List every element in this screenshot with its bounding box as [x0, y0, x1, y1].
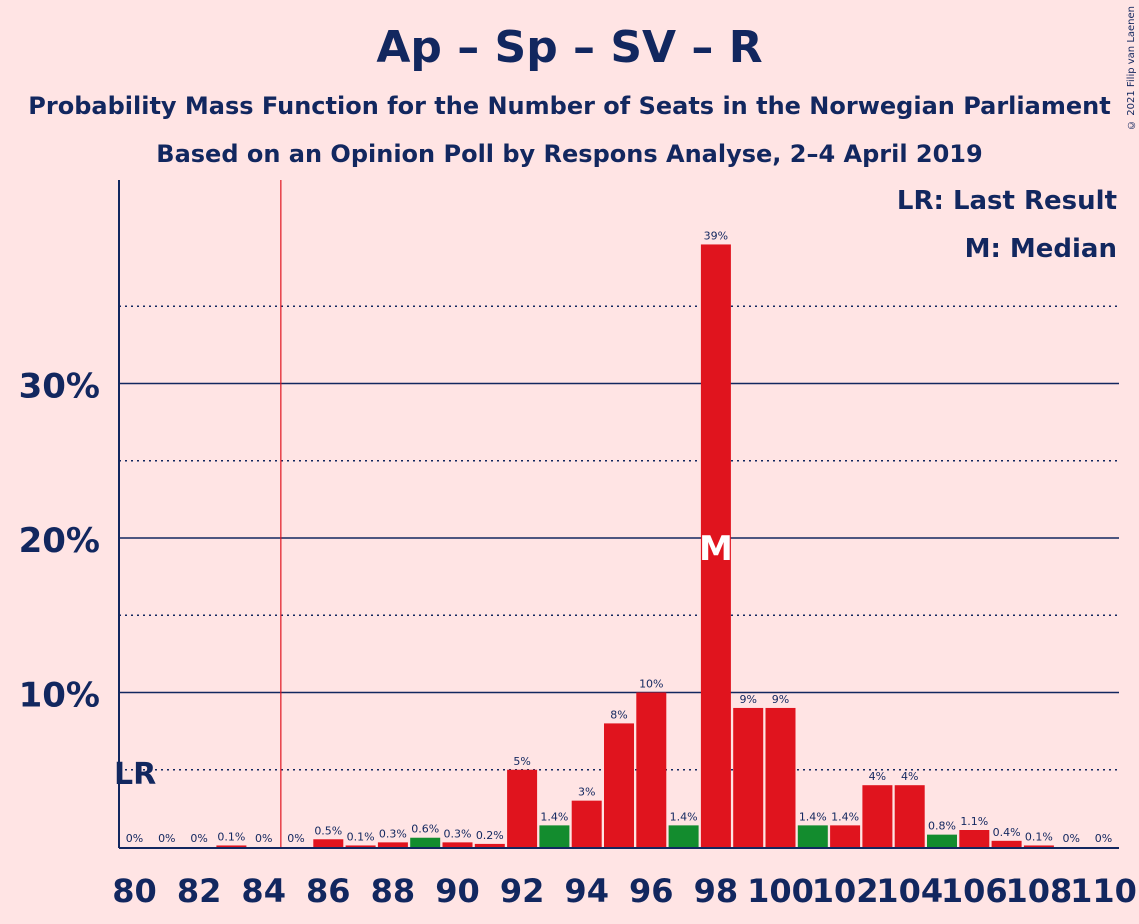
bar-seat-90 — [442, 842, 473, 847]
legend-last-result: LR: Last Result — [896, 186, 1117, 216]
x-tick-label: 82 — [177, 872, 222, 910]
y-tick-label: 10% — [19, 676, 100, 716]
x-tick-label: 108 — [1006, 872, 1073, 910]
bar-seat-94 — [571, 800, 602, 847]
y-tick-label: 20% — [19, 521, 100, 561]
bar-label: 0.2% — [476, 829, 504, 842]
bar-label: 39% — [704, 229, 728, 242]
bar-label: 0% — [126, 832, 143, 845]
bar-seat-108 — [1023, 845, 1054, 847]
bar-label: 8% — [610, 708, 627, 721]
last-result-marker: LR — [114, 757, 156, 792]
bar-seat-102 — [830, 825, 861, 847]
bar-seat-100 — [765, 707, 796, 847]
bar-seat-92 — [507, 769, 538, 847]
x-tick-label: 106 — [941, 872, 1008, 910]
bar-seat-99 — [733, 707, 764, 847]
x-tick-label: 102 — [812, 872, 879, 910]
bar-label: 0.8% — [928, 820, 956, 833]
x-tick-label: 100 — [747, 872, 814, 910]
bar-seat-91 — [474, 843, 505, 847]
x-tick-label: 98 — [694, 872, 739, 910]
bar-seat-83 — [216, 845, 247, 847]
bar-seat-87 — [345, 845, 376, 847]
bar-seat-104 — [894, 785, 925, 847]
bar-label: 0% — [158, 832, 175, 845]
bar-label: 4% — [869, 770, 886, 783]
bar-seat-106 — [959, 830, 990, 847]
x-tick-label: 86 — [306, 872, 351, 910]
bar-label: 4% — [901, 770, 918, 783]
bar-seat-98 — [700, 244, 731, 847]
bar-seat-107 — [991, 840, 1022, 847]
bar-seat-103 — [862, 785, 893, 847]
bar-label: 3% — [578, 786, 595, 799]
bar-seat-105 — [927, 834, 957, 847]
x-tick-label: 88 — [371, 872, 416, 910]
bar-label: 0% — [1095, 832, 1112, 845]
bar-label: 9% — [739, 693, 756, 706]
bar-seat-93 — [539, 825, 570, 847]
bar-label: 0% — [1062, 832, 1079, 845]
bar-label: 1.4% — [670, 810, 698, 823]
bar-label: 0% — [190, 832, 207, 845]
bar-label: 5% — [513, 755, 530, 768]
bar-label: 1.4% — [799, 810, 827, 823]
chart-title: Ap – Sp – SV – R — [376, 22, 763, 73]
x-tick-label: 104 — [876, 872, 943, 910]
y-tick-label: 30% — [19, 367, 100, 407]
bar-seat-89 — [410, 837, 441, 847]
legend-median: M: Median — [964, 234, 1117, 264]
bar-label: 0.3% — [444, 827, 472, 840]
bar-seat-101 — [797, 825, 828, 847]
bar-label: 0.3% — [379, 827, 407, 840]
median-marker: M — [699, 529, 733, 569]
axes: 10%20%30%80 82 84 86 88 90 92 94 96 98 10010210410… — [19, 180, 1137, 910]
x-tick-label: 110 — [1070, 872, 1137, 910]
bar-label: 0.1% — [1025, 830, 1053, 843]
bar-seat-96 — [636, 692, 667, 847]
bar-label: 0.5% — [314, 824, 342, 837]
chart-subtitle: Probability Mass Function for the Number… — [28, 92, 1111, 120]
bar-label: 0.1% — [217, 830, 245, 843]
bar-labels: 0% 0% 0% 0.1% 0% 0% 0.5% 0.1% 0.3% 0.6% 0.3% 0.2% 5%… — [114, 229, 1112, 845]
x-tick-label: 92 — [500, 872, 545, 910]
bar-label: 10% — [639, 678, 663, 691]
bar-seat-95 — [604, 723, 634, 847]
bar-label: 0% — [287, 832, 304, 845]
bar-label: 0.6% — [411, 823, 439, 836]
bar-label: 0% — [255, 832, 272, 845]
bar-label: 9% — [772, 693, 789, 706]
bar-label: 0.4% — [993, 826, 1021, 839]
bar-label: 1.4% — [540, 810, 568, 823]
bar-label: 1.1% — [960, 815, 988, 828]
bar-seat-88 — [377, 842, 408, 847]
chart-subtitle-poll: Based on an Opinion Poll by Respons Anal… — [156, 140, 983, 168]
bar-seat-97 — [668, 825, 699, 847]
x-tick-label: 84 — [241, 872, 286, 910]
x-tick-label: 90 — [435, 872, 480, 910]
bar-label: 1.4% — [831, 810, 859, 823]
bars — [216, 244, 1054, 847]
x-tick-label: 96 — [629, 872, 674, 910]
bar-label: 0.1% — [347, 830, 375, 843]
x-tick-label: 80 — [112, 872, 157, 910]
bar-seat-86 — [313, 839, 344, 847]
x-tick-label: 94 — [564, 872, 609, 910]
